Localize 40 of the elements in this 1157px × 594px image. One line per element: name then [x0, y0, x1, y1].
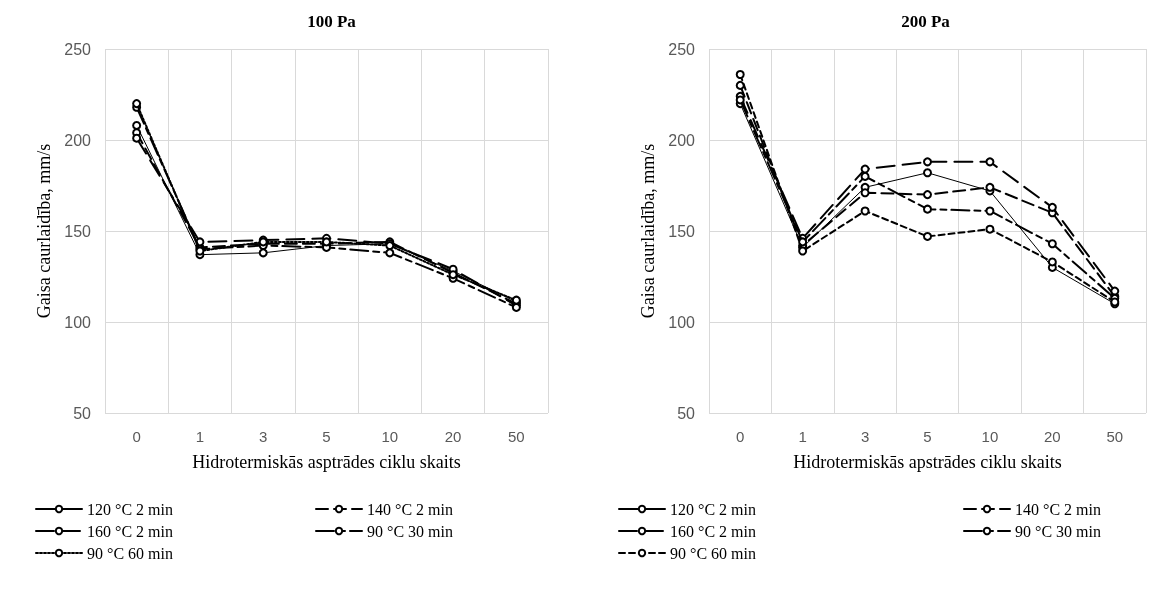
legend-label: 120 °C 2 min [670, 500, 756, 518]
y-tick-label: 200 [64, 131, 92, 149]
x-tick-label: 1 [195, 428, 205, 445]
y-axis-title: Gaisa caurlaidība, mm/s [638, 143, 659, 319]
x-tick-label: 0 [736, 428, 745, 445]
y-tick-label: 150 [64, 222, 92, 240]
x-axis-title: Hidrotermiskās asptrādes ciklu skaits [192, 452, 461, 472]
legend-label: 160 °C 2 min [670, 522, 756, 540]
legend-label: 90 °C 60 min [670, 544, 756, 562]
legend-label: 120 °C 2 min [87, 500, 173, 518]
x-tick-label: 10 [981, 428, 999, 445]
x-tick-label: 50 [1106, 428, 1124, 445]
x-tick-label: 50 [508, 428, 525, 445]
y-tick-label: 50 [677, 404, 696, 422]
y-tick-label: 100 [668, 313, 696, 331]
y-tick-label: 250 [668, 40, 696, 58]
x-tick-label: 20 [1044, 428, 1061, 445]
legend-label: 140 °C 2 min [367, 500, 453, 518]
legend-label: 90 °C 30 min [367, 522, 453, 540]
y-axis-title: Gaisa caurlaidība, mm/s [34, 143, 55, 319]
y-tick-label: 50 [73, 404, 92, 422]
x-tick-label: 5 [322, 428, 331, 445]
x-tick-label: 20 [444, 428, 462, 445]
chart-title: 100 Pa [307, 12, 357, 31]
x-tick-label: 1 [798, 428, 807, 445]
y-tick-label: 150 [668, 222, 696, 240]
y-tick-label: 100 [64, 313, 92, 331]
x-tick-label: 5 [923, 428, 932, 445]
x-tick-label: 10 [381, 428, 399, 445]
legend-label: 140 °C 2 min [1015, 500, 1101, 518]
legend-label: 160 °C 2 min [87, 522, 173, 540]
x-tick-label: 3 [860, 428, 870, 445]
legend-label: 90 °C 30 min [1015, 522, 1101, 540]
x-tick-label: 0 [132, 428, 141, 445]
x-axis-title: Hidrotermiskās apstrādes ciklu skaits [793, 452, 1062, 472]
y-tick-label: 200 [668, 131, 696, 149]
y-tick-label: 250 [64, 40, 92, 58]
legend-label: 90 °C 60 min [87, 544, 173, 562]
x-tick-label: 3 [259, 428, 268, 445]
chart-title: 200 Pa [901, 12, 951, 31]
